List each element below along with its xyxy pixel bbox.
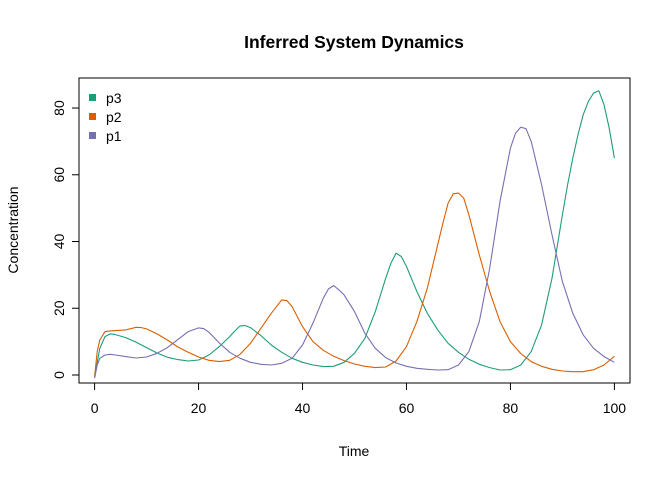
y-tick-label: 0 — [51, 371, 67, 379]
legend-label-p2: p2 — [106, 109, 122, 125]
chart-title: Inferred System Dynamics — [244, 32, 464, 52]
legend-swatch-p3 — [89, 94, 96, 101]
y-axis-label: Concentration — [5, 186, 21, 273]
x-axis-label: Time — [339, 443, 370, 459]
series-layer — [94, 90, 615, 379]
x-tick-label: 100 — [603, 400, 627, 416]
x-tick-label: 40 — [295, 400, 311, 416]
legend-label-p3: p3 — [106, 90, 122, 106]
y-tick-label: 60 — [51, 167, 67, 183]
legend: p3 p2 p1 — [89, 90, 122, 144]
x-tick-label: 60 — [399, 400, 415, 416]
y-tick-label: 20 — [51, 300, 67, 316]
legend-swatch-p1 — [89, 132, 96, 139]
y-tick-label: 80 — [51, 100, 67, 116]
x-axis: 0 20 40 60 80 100 — [91, 382, 627, 416]
series-line-p2 — [94, 192, 615, 377]
y-tick-label: 40 — [51, 234, 67, 250]
legend-label-p1: p1 — [106, 128, 122, 144]
y-axis: 0 20 40 60 80 — [51, 100, 80, 379]
x-tick-label: 80 — [503, 400, 519, 416]
x-tick-label: 20 — [191, 400, 207, 416]
series-line-p3 — [94, 90, 615, 377]
series-line-p1 — [94, 126, 615, 379]
x-tick-label: 0 — [91, 400, 99, 416]
legend-swatch-p2 — [89, 113, 96, 120]
